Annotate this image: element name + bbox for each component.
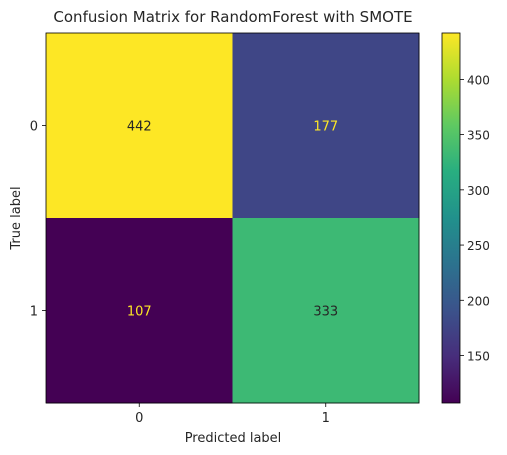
colorbar-tick-label: 350: [467, 129, 490, 143]
cell-value-label: 442: [127, 120, 152, 135]
colorbar-tick-label: 200: [467, 294, 490, 308]
cell-value-label: 107: [127, 305, 152, 320]
colorbar-tick-label: 150: [467, 350, 490, 364]
plot-frame: [45, 32, 420, 404]
heatmap-cell: [232, 218, 420, 404]
x-tick-label: 1: [322, 411, 330, 426]
chart-title: Confusion Matrix for RandomForest with S…: [53, 8, 412, 26]
y-tick-label: 0: [30, 120, 38, 135]
colorbar-tick-label: 300: [467, 184, 490, 198]
heatmap-cell: [46, 218, 233, 404]
colorbar-tick-label: 400: [467, 73, 490, 87]
colorbar: [441, 32, 461, 404]
heatmap-cells: [46, 33, 420, 404]
x-axis-label: Predicted label: [185, 431, 282, 446]
y-tick-label: 1: [30, 305, 38, 320]
colorbar-ticks: 150 200 250 300 350 400: [460, 73, 490, 364]
y-axis-ticks: 01: [30, 120, 46, 320]
heatmap-cell-labels: 442 177 107 333: [127, 120, 338, 320]
heatmap-cell: [46, 33, 233, 219]
x-tick-label: 0: [135, 411, 143, 426]
y-axis-label: True label: [9, 186, 24, 250]
colorbar-tick-label: 250: [467, 239, 490, 253]
cell-value-label: 333: [313, 305, 338, 320]
cell-value-label: 177: [313, 120, 338, 135]
heatmap-cell: [232, 33, 420, 219]
